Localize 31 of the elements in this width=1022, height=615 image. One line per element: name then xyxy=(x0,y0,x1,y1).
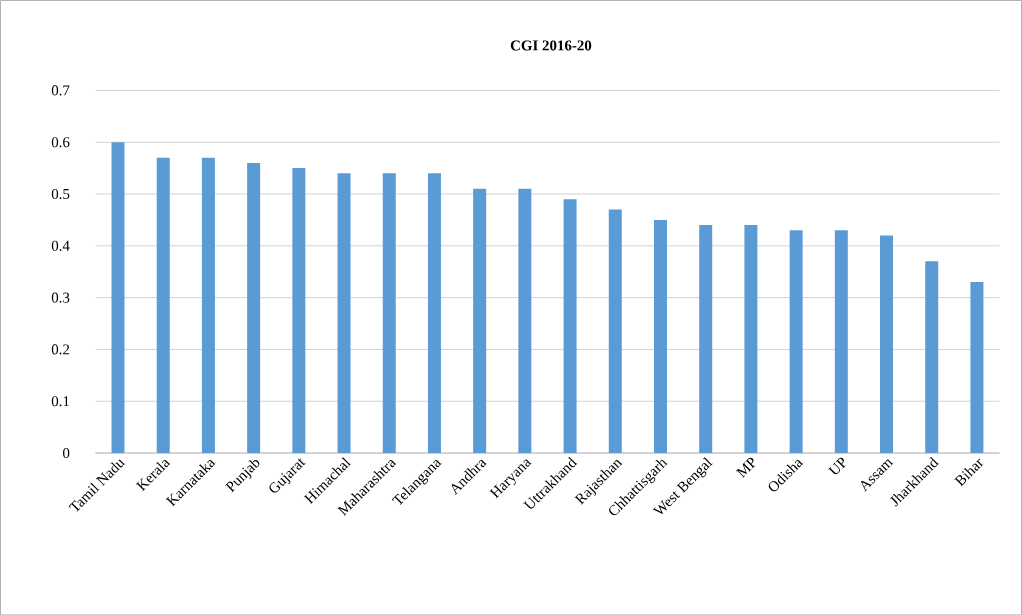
bar xyxy=(654,219,667,453)
bar xyxy=(156,157,170,453)
y-tick-label: 0.1 xyxy=(51,395,70,407)
bar xyxy=(247,162,261,453)
y-tick-label: 0.6 xyxy=(51,136,70,148)
bar xyxy=(201,157,215,453)
y-tick-label: 0.7 xyxy=(51,85,70,96)
y-tick-label: 0.5 xyxy=(51,188,70,199)
bar xyxy=(834,230,848,453)
y-tick-label: 0 xyxy=(63,447,70,458)
y-tick-label: 0.2 xyxy=(51,344,70,355)
bar xyxy=(970,281,984,453)
bar xyxy=(427,173,441,453)
x-tick-label: UP xyxy=(828,457,846,475)
y-tick-label: 0.3 xyxy=(51,292,70,303)
bar xyxy=(382,173,396,453)
bar xyxy=(563,199,577,453)
bar xyxy=(744,224,758,453)
bar xyxy=(111,142,125,453)
bar xyxy=(880,235,894,453)
chart-title: CGI 2016-20 xyxy=(510,40,592,51)
bar xyxy=(473,188,487,453)
bar xyxy=(608,209,622,453)
y-tick-label: 0.4 xyxy=(51,240,70,251)
bar xyxy=(789,230,803,453)
bar xyxy=(292,167,306,453)
bar xyxy=(699,224,713,453)
x-tick-label: MP xyxy=(735,457,756,478)
bar xyxy=(518,188,532,453)
bar xyxy=(337,173,351,453)
bar xyxy=(925,261,939,453)
